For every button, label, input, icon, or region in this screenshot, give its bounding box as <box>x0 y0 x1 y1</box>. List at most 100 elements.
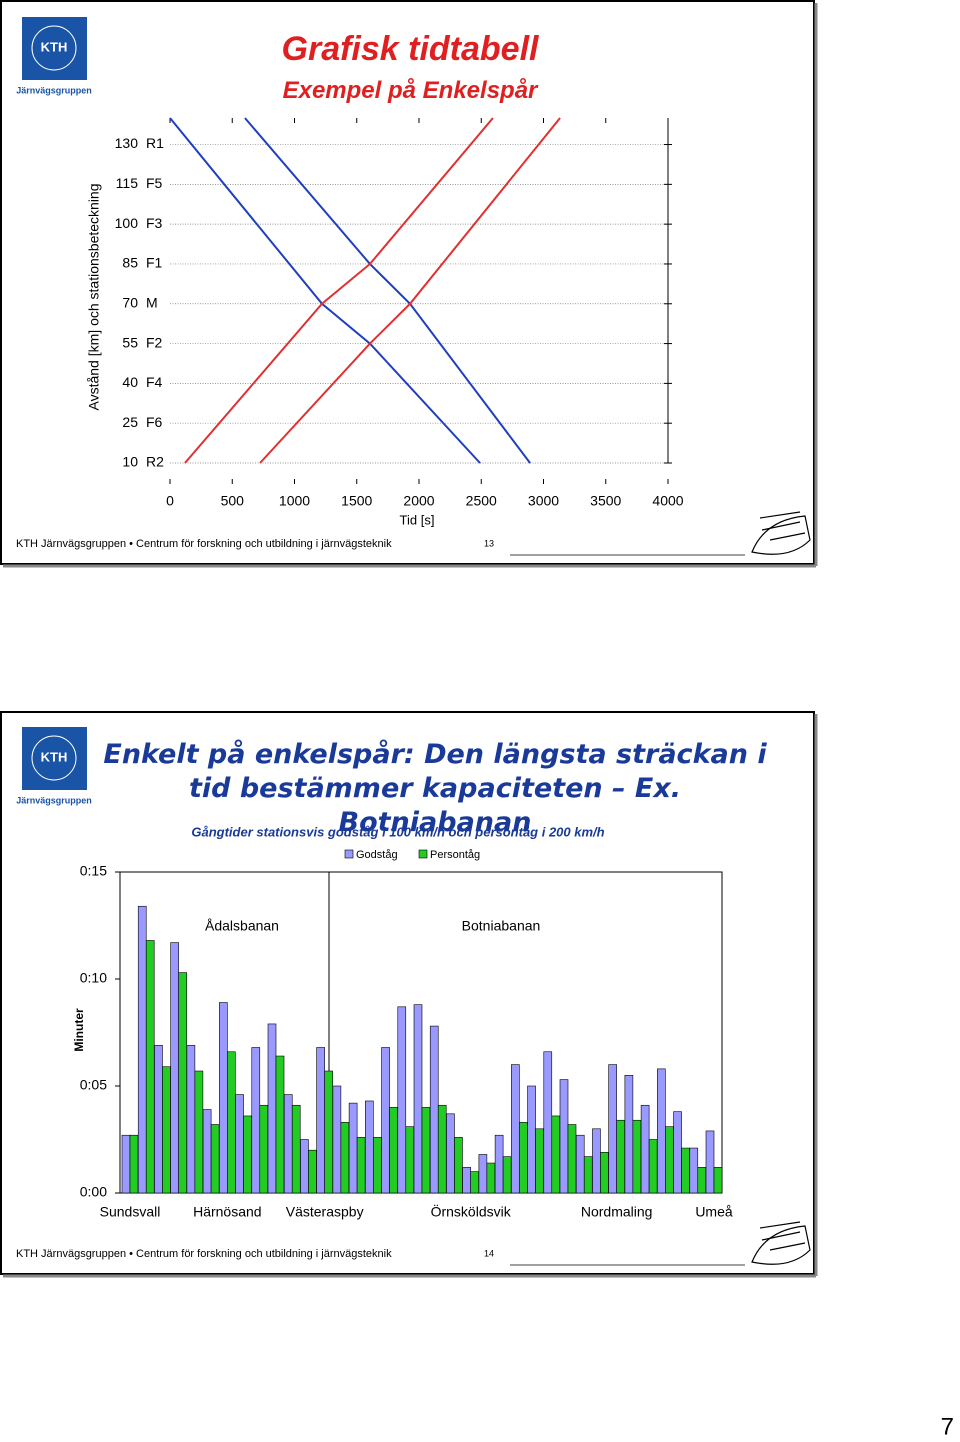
station-label: R1 <box>146 135 164 151</box>
bar <box>389 1107 398 1194</box>
legend-label: Persontåg <box>430 849 480 861</box>
bar <box>559 1079 569 1194</box>
bar <box>129 1134 139 1194</box>
annotation: Ådalsbanan <box>205 918 279 934</box>
station-label: R2 <box>146 454 164 470</box>
bar <box>705 1130 715 1194</box>
bar <box>397 1006 407 1194</box>
x-tick-label: 3000 <box>528 493 559 509</box>
y-tick-label: 70 <box>122 294 138 310</box>
bar <box>648 1139 658 1194</box>
bar <box>332 1085 342 1194</box>
bar <box>478 1154 488 1194</box>
bar <box>170 942 179 1194</box>
station-label: F6 <box>146 414 163 430</box>
y-tick-label: 0:10 <box>80 970 107 986</box>
bar <box>365 1100 374 1194</box>
x-tick-label: 2500 <box>466 493 497 509</box>
x-tick-label: Nordmaling <box>581 1204 653 1220</box>
station-label: F3 <box>146 215 163 231</box>
bar <box>527 1085 536 1194</box>
x-tick-label: 2000 <box>403 493 434 509</box>
bar <box>632 1119 642 1194</box>
station-label: F1 <box>146 255 163 271</box>
footer: KTH Järnvägsgruppen • Centrum för forskn… <box>16 538 392 550</box>
bar <box>608 1064 617 1194</box>
bar <box>624 1075 634 1194</box>
bar <box>543 1051 553 1194</box>
annotation: Botniabanan <box>462 918 541 934</box>
bar <box>697 1167 707 1194</box>
bar <box>421 1107 431 1194</box>
bar <box>259 1104 269 1194</box>
bar <box>227 1051 236 1194</box>
bar <box>267 1023 277 1194</box>
y-tick-label: 10 <box>122 454 138 470</box>
y-tick-label: 100 <box>115 215 139 231</box>
train-icon <box>751 511 811 1265</box>
y-axis-label: Avstånd [km] och stationsbeteckning <box>86 184 102 411</box>
footer: KTH Järnvägsgruppen • Centrum för forskn… <box>16 1248 392 1260</box>
y-tick-label: 85 <box>122 255 138 271</box>
bar <box>300 1139 309 1194</box>
slide-title: Grafisk tidtabell <box>281 30 539 68</box>
bar <box>316 1047 325 1194</box>
bar <box>616 1119 625 1194</box>
bar <box>162 1066 171 1194</box>
bar <box>673 1111 682 1194</box>
slide-frame <box>0 0 815 565</box>
train-path <box>169 117 481 464</box>
x-tick-label: 1000 <box>279 493 310 509</box>
bar <box>470 1171 479 1194</box>
y-tick-label: 25 <box>122 414 138 430</box>
bar <box>348 1102 358 1194</box>
station-label: F4 <box>146 374 163 390</box>
bar <box>275 1055 285 1194</box>
bar <box>575 1134 585 1194</box>
y-tick-label: 0:00 <box>80 1184 107 1200</box>
bar <box>178 972 187 1194</box>
bar <box>202 1109 212 1194</box>
train-path <box>184 117 494 464</box>
bar <box>454 1137 463 1194</box>
bar <box>567 1124 577 1194</box>
bar <box>324 1070 333 1194</box>
bar <box>381 1047 390 1194</box>
bar <box>154 1045 163 1194</box>
bar <box>502 1156 512 1194</box>
bar <box>291 1104 301 1194</box>
slide-number: 13 <box>484 538 494 548</box>
bar <box>243 1115 252 1194</box>
station-label: F5 <box>146 175 163 191</box>
bar <box>137 905 147 1194</box>
bar <box>535 1128 544 1194</box>
bar <box>446 1113 455 1194</box>
bar <box>592 1128 601 1194</box>
train-path <box>259 117 561 464</box>
logo-emblem <box>31 25 77 71</box>
x-axis-label: Tid [s] <box>400 512 435 527</box>
slide-number: 14 <box>484 1248 494 1258</box>
x-tick-label: Umeå <box>695 1204 733 1220</box>
bar <box>235 1094 244 1194</box>
train-path <box>244 117 531 464</box>
bar <box>681 1147 690 1194</box>
x-tick-label: 1500 <box>341 493 372 509</box>
x-tick-label: 500 <box>221 493 245 509</box>
bar <box>210 1124 220 1194</box>
bar <box>308 1149 317 1194</box>
bar <box>356 1137 366 1194</box>
bar <box>494 1134 504 1194</box>
bar <box>145 940 155 1194</box>
bar <box>600 1152 609 1194</box>
bar <box>413 1004 423 1194</box>
bar <box>283 1094 293 1194</box>
bar <box>194 1070 204 1194</box>
station-label: F2 <box>146 334 163 350</box>
bar <box>665 1126 674 1194</box>
logo-text: KTH <box>41 39 68 54</box>
legend-swatch <box>344 849 354 859</box>
y-tick-label: 0:15 <box>80 863 107 879</box>
x-tick-label: Örnsköldsvik <box>431 1203 512 1220</box>
y-tick-label: 130 <box>115 135 139 151</box>
